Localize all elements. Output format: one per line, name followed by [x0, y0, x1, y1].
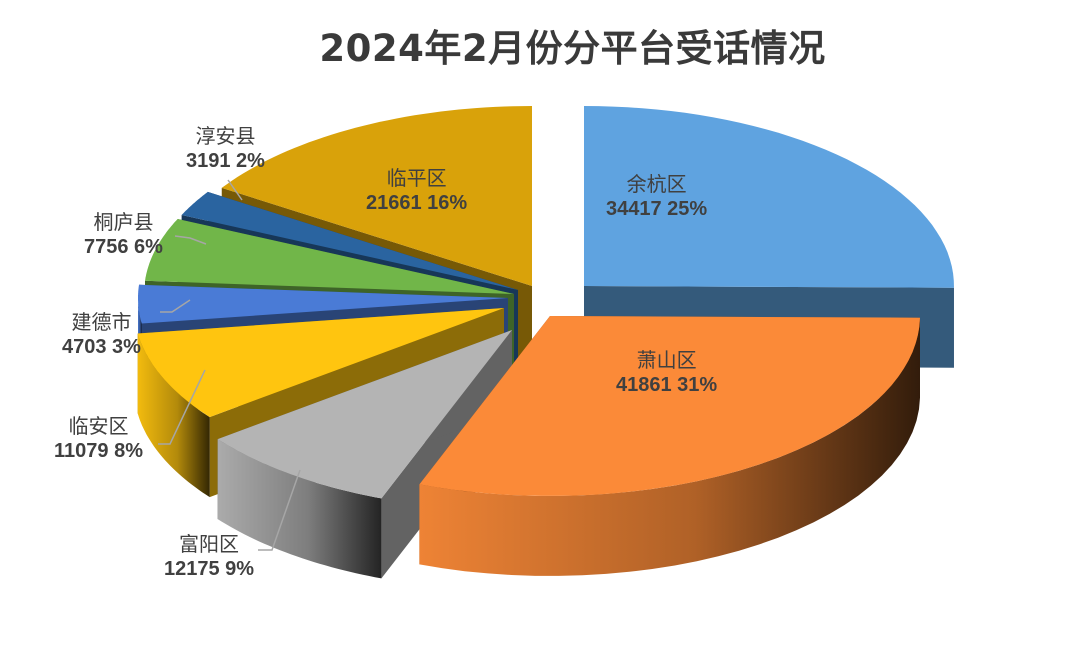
label-jiande: 建德市 4703 3% — [62, 310, 141, 360]
label-yuhang: 余杭区 34417 25% — [606, 172, 707, 222]
pie-slice — [419, 316, 920, 576]
label-name: 富阳区 — [179, 532, 240, 556]
pie-slices — [137, 106, 954, 579]
label-value: 7756 6% — [84, 236, 163, 258]
leader-line — [174, 235, 207, 245]
label-value: 21661 16% — [366, 192, 468, 214]
label-tonglu: 桐庐县 7756 6% — [84, 210, 163, 260]
leader-line — [258, 469, 301, 551]
leader-line — [227, 179, 243, 201]
label-name: 建德市 — [71, 310, 132, 334]
leader-line — [160, 299, 191, 313]
label-name: 临平区 — [386, 166, 447, 190]
label-name: 桐庐县 — [93, 210, 154, 234]
label-value: 11079 8% — [54, 440, 143, 462]
label-name: 余杭区 — [626, 172, 687, 196]
label-value: 12175 9% — [164, 558, 255, 580]
label-value: 4703 3% — [62, 336, 141, 358]
label-fuyang: 富阳区 12175 9% — [164, 532, 254, 582]
label-name: 临安区 — [68, 414, 129, 438]
label-linping: 临平区 21661 16% — [366, 166, 467, 216]
label-linan: 临安区 11079 8% — [54, 414, 143, 464]
label-value: 41861 31% — [616, 374, 718, 396]
label-name: 淳安县 — [195, 124, 256, 148]
leader-lines — [158, 179, 301, 551]
label-value: 3191 2% — [186, 150, 265, 172]
label-xiaoshan: 萧山区 41861 31% — [616, 348, 717, 398]
label-name: 萧山区 — [636, 348, 697, 372]
leader-line — [158, 369, 206, 445]
label-value: 34417 25% — [606, 198, 708, 220]
chart-title: 2024年2月份分平台受话情况 — [319, 27, 826, 70]
label-chunan: 淳安县 3191 2% — [186, 124, 265, 174]
